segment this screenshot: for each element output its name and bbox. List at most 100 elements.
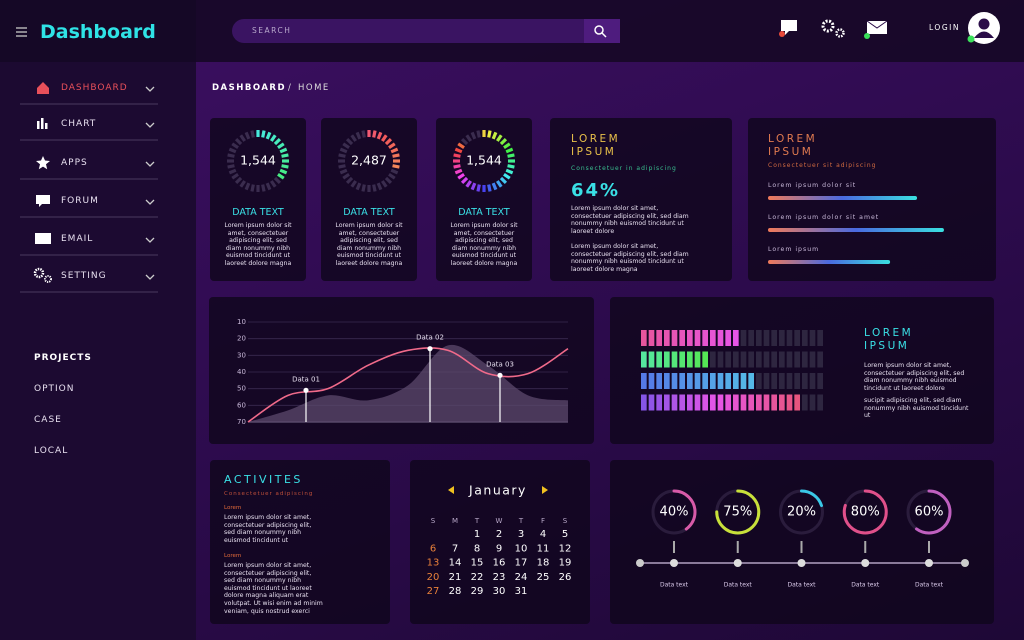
calendar-day[interactable]: 28 [449,586,462,597]
calendar-day[interactable]: 21 [449,572,462,583]
hamburger-icon[interactable] [16,27,27,37]
gauge-segment [279,168,288,175]
calendar-day[interactable]: 1 [474,529,480,540]
data-point [303,387,309,393]
point-label: Data 01 [292,375,320,383]
project-link[interactable]: OPTION [34,384,75,394]
gauge-segment [273,176,282,185]
stat-title: LOREM IPSUM [571,133,621,158]
search-button[interactable] [584,19,620,43]
level-segment [794,373,800,389]
calendar-day[interactable]: 13 [427,558,440,569]
gauge-segment [361,184,366,192]
gauge-segment [496,180,503,188]
menu-item[interactable]: DASHBOARD [61,83,128,93]
menu-item[interactable]: EMAIL [61,234,94,244]
gauge-segment [476,184,481,192]
project-link[interactable]: CASE [34,415,62,425]
gauge-segment [234,176,243,185]
ring-caption: Data text [660,582,689,589]
calendar-day[interactable]: 29 [471,586,484,597]
ring-caption: Data text [915,582,944,589]
calendar-day[interactable]: 14 [449,558,462,569]
level-segment [725,373,731,389]
calendar-day[interactable]: 27 [427,586,440,597]
calendar-day[interactable]: 24 [515,572,528,583]
line [247,347,569,423]
timeline-dot [797,559,806,567]
level-segment [771,394,777,411]
gauge-segment [281,164,289,169]
gauge-segment [392,153,400,158]
calendar-day[interactable]: 12 [559,543,572,554]
settings-icon[interactable] [821,19,845,38]
card [410,460,590,624]
gauge-segment [338,153,346,158]
calendar-day[interactable]: 23 [493,572,506,583]
level-segment [717,373,724,389]
calendar-day[interactable]: 11 [537,543,550,554]
calendar-day[interactable]: 17 [515,558,528,569]
ring-label: 60% [915,505,944,520]
gauge-segment [234,137,243,146]
calendar-day[interactable]: 3 [518,529,524,540]
calendar-day[interactable]: 9 [496,543,502,554]
level-segment [748,330,754,346]
gauge-segment [244,182,251,191]
calendar-day[interactable]: 20 [427,572,440,583]
level-segment [641,394,647,411]
calendar-day[interactable]: 5 [562,529,568,540]
level-segment [786,394,793,411]
calendar-day[interactable]: 7 [452,543,458,554]
search-bar[interactable] [232,19,620,43]
level-segment [802,330,808,346]
weekday: M [452,517,458,525]
calendar-day[interactable]: 30 [493,586,506,597]
card [550,118,732,281]
gauge-segment [388,142,396,149]
mail-icon[interactable] [864,20,888,39]
ring-arc [651,489,697,535]
gauge-segment [453,164,461,169]
breadcrumb-section: DASHBOARD [212,83,287,93]
level-segment [694,351,701,368]
calendar-day[interactable]: 16 [493,558,506,569]
calendar-day[interactable]: 10 [515,543,528,554]
gauge-segment [507,153,515,158]
login-label: LOGIN [929,23,960,32]
calendar-day[interactable]: 8 [474,543,480,554]
level-row [641,394,823,411]
level-segment [648,351,655,368]
calendar-day[interactable]: 22 [471,572,484,583]
chat-icon[interactable] [779,20,797,37]
next-month[interactable] [542,486,548,494]
menu-item[interactable]: APPS [61,158,88,168]
menu-item[interactable]: FORUM [61,196,99,206]
calendar-day[interactable]: 25 [537,572,550,583]
activity-title: Lorem [224,553,242,559]
app-title: Dashboard [40,21,156,43]
search-placeholder: SEARCH [252,26,292,35]
weekday: F [541,517,545,525]
project-link[interactable]: LOCAL [34,446,69,456]
avatar[interactable] [967,12,1001,44]
calendar-day[interactable]: 2 [496,529,502,540]
level-segment [679,394,685,411]
gauge-segment [390,168,399,175]
y-tick-label: 20 [237,335,246,343]
menu-item[interactable]: CHART [61,119,97,129]
prev-month[interactable] [448,486,454,494]
level-segment [710,330,716,346]
gauge-segment [499,137,508,146]
gauge-segment [273,137,282,146]
calendar-day[interactable]: 31 [515,586,528,597]
gauge-segment [265,131,272,140]
calendar-day[interactable]: 19 [559,558,572,569]
calendar-day[interactable]: 6 [430,543,436,554]
menu-item[interactable]: SETTING [61,271,107,281]
calendar-day[interactable]: 26 [559,572,572,583]
calendar-day[interactable]: 15 [471,558,484,569]
activities-title: ACTIVITES [224,473,303,486]
calendar-day[interactable]: 18 [537,558,550,569]
calendar-day[interactable]: 4 [540,529,546,540]
